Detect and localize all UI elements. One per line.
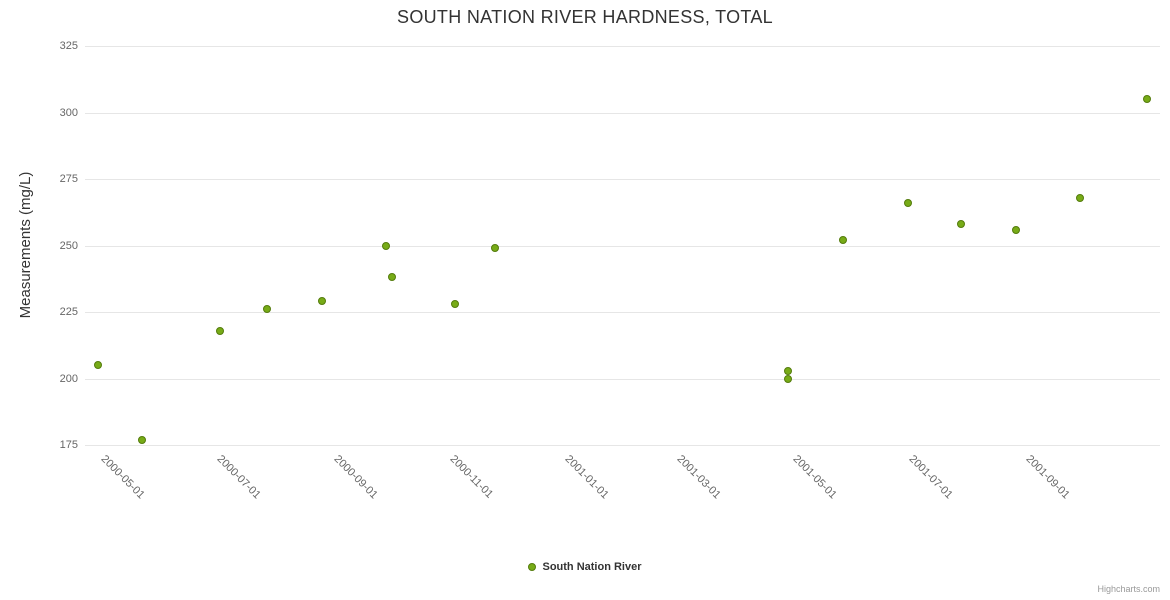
legend: South Nation River [0, 561, 1170, 573]
data-point[interactable] [1142, 95, 1151, 104]
y-axis-tick-label: 300 [59, 106, 78, 119]
data-point[interactable] [263, 305, 271, 314]
gridline [85, 46, 1160, 47]
x-axis-tick-label: 2000-09-01 [331, 453, 380, 502]
gridline [85, 378, 1160, 380]
chart-title: SOUTH NATION RIVER HARDNESS, TOTAL [397, 7, 773, 27]
x-axis-tick-label: 2001-09-01 [1023, 453, 1072, 502]
highcharts-credits-link[interactable]: Highcharts.com [1097, 584, 1160, 594]
y-axis-tick-label: 200 [59, 372, 78, 385]
y-axis-tick-label: 175 [59, 439, 78, 451]
gridline [85, 245, 1160, 247]
data-point[interactable] [1076, 193, 1085, 202]
gridline [85, 312, 1160, 313]
data-point[interactable] [382, 241, 391, 250]
data-point[interactable] [903, 198, 912, 207]
data-point[interactable] [317, 297, 326, 306]
x-axis-tick-label: 2001-05-01 [790, 453, 839, 502]
data-point[interactable] [784, 366, 793, 375]
legend-label: South Nation River [542, 561, 642, 573]
gridline [85, 112, 1160, 114]
y-axis-tick-label: 225 [59, 306, 78, 318]
x-axis-tick-label: 2001-03-01 [674, 453, 724, 502]
data-point[interactable] [1011, 225, 1020, 234]
data-point[interactable] [784, 374, 793, 383]
x-axis-tick-label: 2001-01-01 [562, 453, 612, 502]
data-point[interactable] [490, 244, 499, 253]
y-axis-tick-label: 250 [59, 239, 78, 252]
gridline [85, 445, 1160, 446]
x-axis-tick-label: 2000-07-01 [214, 453, 263, 502]
x-axis-tick-label: 2000-11-01 [447, 453, 495, 501]
data-point[interactable] [450, 300, 459, 309]
data-point[interactable] [137, 435, 146, 444]
legend-item-south-nation-river[interactable]: South Nation River [528, 561, 642, 573]
y-axis-tick-label: 275 [59, 173, 78, 185]
gridline [85, 179, 1160, 180]
legend-marker-icon [528, 563, 537, 571]
x-axis-tick-label: 2001-07-01 [906, 453, 955, 502]
data-point[interactable] [388, 273, 397, 282]
x-axis-tick-label: 2000-05-01 [98, 453, 147, 502]
data-point[interactable] [94, 361, 103, 370]
data-point[interactable] [839, 236, 848, 245]
y-axis-tick-label: 325 [59, 40, 78, 52]
data-point[interactable] [956, 220, 965, 229]
data-point[interactable] [215, 326, 224, 335]
